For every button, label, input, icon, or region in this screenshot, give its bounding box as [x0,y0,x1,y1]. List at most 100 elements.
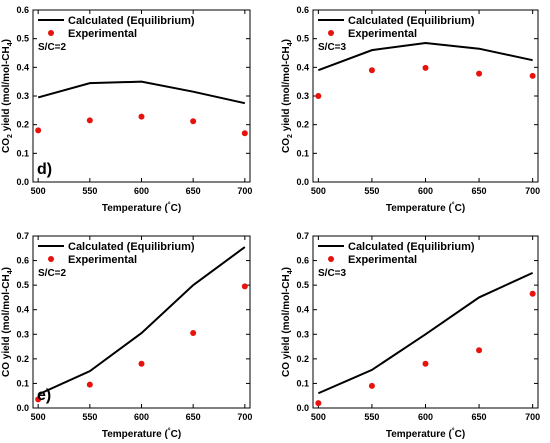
y-tick-label: 0.3 [16,329,29,339]
x-tick-label: 650 [186,186,201,196]
x-tick-label: 500 [311,186,326,196]
series-line-calculated [37,80,246,105]
y-tick-label: 0.4 [296,305,309,315]
data-point-experimental [422,360,429,367]
x-tick-label: 700 [525,186,540,196]
x-tick-label: 500 [31,412,46,422]
x-tick-label: 600 [418,186,433,196]
y-tick-label: 0.0 [16,177,29,187]
data-point-experimental [529,290,536,297]
legend-dot-swatch [48,256,54,262]
data-point-experimental [529,72,536,79]
x-tick-label: 700 [237,412,252,422]
data-point-experimental [476,347,483,354]
data-point-experimental [368,67,375,74]
data-point-experimental [35,396,42,403]
y-tick-label: 0.0 [296,177,309,187]
ratio-annotation: S/C=2 [38,268,67,279]
panel-letter: e) [37,387,51,404]
y-tick-label: 0.2 [296,120,309,130]
data-point-experimental [190,118,197,125]
data-point-experimental [86,117,93,124]
y-tick-label: 0.6 [16,256,29,266]
y-tick-label: 0.7 [16,231,29,241]
data-point-experimental [315,93,322,99]
y-tick-label: 0.2 [296,354,309,364]
y-tick-label: 0.7 [296,231,309,241]
data-point-experimental [241,130,248,137]
y-tick-label: 0.3 [296,329,309,339]
y-tick-label: 0.2 [16,120,29,130]
y-tick-label: 0.2 [16,354,29,364]
ratio-annotation: S/C=2 [38,42,67,53]
data-point-experimental [138,360,145,367]
legend-label-calculated: Calculated (Equilibrium) [68,241,195,253]
chart-panel: 0.0 0.1 0.2 0.3 0.4 0.5 0.6 500 550 600 650 700 Temp… [1,5,252,214]
data-point-experimental [422,64,429,71]
data-point-experimental [241,283,248,290]
y-axis-label: CO yield (mol/mol-CH4) [1,267,14,377]
x-tick-label: 550 [364,186,379,196]
ratio-annotation: S/C=3 [318,268,347,279]
y-axis-label: CO yield (mol/mol-CH4) [281,267,294,377]
x-tick-label: 600 [418,412,433,422]
x-tick-label: 500 [311,412,326,422]
legend-dot-swatch [328,30,334,36]
data-point-experimental [138,113,145,120]
y-tick-label: 0.5 [16,34,29,44]
y-tick-label: 0.1 [296,148,309,158]
legend-label-experimental: Experimental [348,254,417,266]
y-tick-label: 0.6 [296,5,309,15]
series-line-calculated [37,246,246,396]
x-tick-label: 550 [82,412,97,422]
series-line-calculated [318,41,533,72]
y-tick-label: 0.5 [296,34,309,44]
legend-label-experimental: Experimental [68,28,137,40]
legend-label-experimental: Experimental [348,28,417,40]
y-tick-label: 0.5 [296,280,309,290]
y-tick-label: 0.4 [296,62,309,72]
x-tick-label: 650 [186,412,201,422]
y-tick-label: 0.6 [296,256,309,266]
data-point-experimental [86,381,93,388]
plot-frame [32,9,251,183]
legend-dot-swatch [328,256,334,262]
chart-panel: 0.0 0.1 0.2 0.3 0.4 0.5 0.6 500 550 600 650 700 Temp… [281,5,540,214]
legend-label-calculated: Calculated (Equilibrium) [68,15,195,27]
x-axis-label: Temperature (°C) [386,201,465,214]
y-tick-label: 0.0 [296,403,309,413]
data-point-experimental [368,382,375,389]
y-tick-label: 0.1 [296,378,309,388]
data-point-experimental [476,70,483,77]
legend-dot-swatch [48,30,54,36]
x-axis-label: Temperature (°C) [386,427,465,440]
legend-label-calculated: Calculated (Equilibrium) [348,241,475,253]
x-axis-label: Temperature (°C) [102,427,181,440]
y-tick-label: 0.1 [16,378,29,388]
data-point-experimental [190,330,197,337]
x-tick-label: 600 [134,186,149,196]
y-tick-label: 0.3 [296,91,309,101]
y-tick-label: 0.0 [16,403,29,413]
ratio-annotation: S/C=3 [318,42,347,53]
x-tick-label: 550 [364,412,379,422]
chart-panel: 0.0 0.1 0.2 0.3 0.4 0.5 0.6 0.7 500 550 600 650 700 T… [281,231,540,440]
y-tick-label: 0.1 [16,148,29,158]
x-tick-label: 650 [472,186,487,196]
x-tick-label: 600 [134,412,149,422]
x-tick-label: 550 [82,186,97,196]
plot-frame [312,235,539,409]
series-line-calculated [317,271,534,395]
y-tick-label: 0.4 [16,305,29,315]
data-point-experimental [35,127,42,134]
x-tick-label: 650 [472,412,487,422]
y-tick-label: 0.5 [16,280,29,290]
y-axis-label: CO2 yield (mol/mol-CH4) [281,39,294,153]
plot-frame [312,9,539,183]
x-tick-label: 700 [237,186,252,196]
y-tick-label: 0.4 [16,62,29,72]
y-tick-label: 0.3 [16,91,29,101]
y-tick-label: 0.6 [16,5,29,15]
y-axis-label: CO2 yield (mol/mol-CH4) [1,39,14,153]
